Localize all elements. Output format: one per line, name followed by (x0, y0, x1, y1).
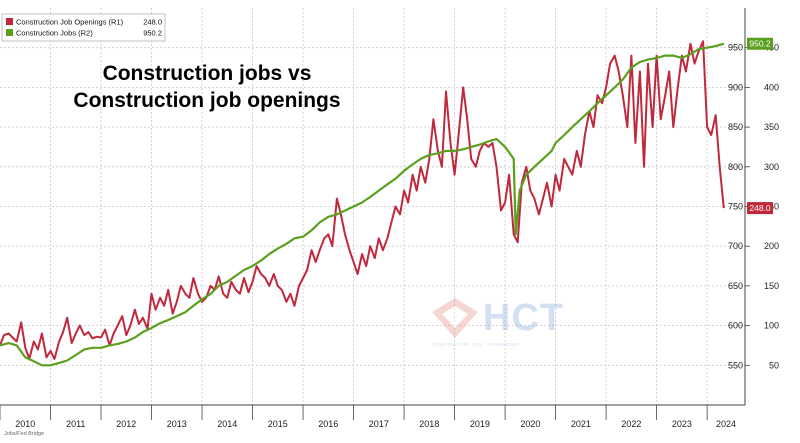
watermark-logo-inner-icon (442, 306, 468, 328)
x-tick-label: 2010 (15, 419, 35, 429)
x-tick-label: 2019 (470, 419, 490, 429)
right-tick-label-outer: 100 (764, 321, 779, 331)
x-tick-label: 2016 (318, 419, 338, 429)
chart-title-line: Construction job openings (73, 89, 340, 112)
watermark-text: HCT (483, 297, 564, 339)
watermark: HCT CONSTRUCTION · CIVIL · ENGINEERING (432, 297, 564, 347)
right-tick-label-outer: 150 (764, 281, 779, 291)
x-tick-label: 2021 (571, 419, 591, 429)
right-tick-label-outer: 300 (764, 162, 779, 172)
legend-box (1, 13, 166, 42)
series-line-jobs (0, 42, 725, 367)
end-label-box (747, 37, 773, 50)
x-tick-label: 2024 (716, 419, 736, 429)
right-tick-label-outer: 50 (769, 360, 779, 370)
x-tick-label: 2011 (66, 419, 85, 429)
end-label-text: 248.0 (749, 203, 771, 213)
chart-title: Construction jobs vs Construction job ope… (73, 62, 340, 112)
right-tick-label-outer: 200 (764, 241, 779, 251)
right-tick-label-inner: 800 (728, 162, 743, 172)
x-tick-label: 2020 (520, 419, 540, 429)
legend-swatch (6, 18, 13, 25)
chart-title-line: Construction jobs vs (103, 62, 312, 85)
right-tick-label-outer: 400 (764, 82, 779, 92)
legend-value: 950.2 (143, 29, 162, 38)
x-tick-label: 2017 (369, 419, 389, 429)
x-tick-label: 2012 (116, 419, 136, 429)
right-tick-label-inner: 650 (728, 281, 743, 291)
legend-value: 248.0 (143, 18, 162, 27)
x-tick-label: 2023 (672, 419, 692, 429)
end-labels: 248.0 950.2 (747, 37, 773, 215)
right-tick-label-inner: 700 (728, 241, 743, 251)
x-tick-label: 2022 (621, 419, 641, 429)
x-tick-label: 2013 (167, 419, 187, 429)
right-tick-label-inner: 750 (728, 202, 743, 212)
x-tick-label: 2015 (268, 419, 288, 429)
x-tick-label: 2014 (217, 419, 237, 429)
right-tick-label-inner: 850 (728, 122, 743, 132)
watermark-subtitle: CONSTRUCTION · CIVIL · ENGINEERING (432, 342, 519, 347)
right-tick-label-inner: 900 (728, 82, 743, 92)
x-axis-ticks: 2010 2011 2012 2013 2014 2015 2016 2017 2018 2019… (0, 405, 736, 429)
right-tick-label-inner: 550 (728, 360, 743, 370)
right-tick-label-inner: 600 (728, 321, 743, 331)
legend-swatch (6, 29, 13, 36)
right-tick-label-inner: 950 (728, 43, 743, 53)
right-tick-label-outer: 350 (764, 122, 779, 132)
end-label-box (747, 202, 773, 215)
legend-label: Construction Job Openings (R1) (16, 18, 124, 27)
end-label-text: 950.2 (749, 39, 771, 49)
legend: Construction Job Openings (R1) 248.0 Const… (1, 13, 166, 42)
legend-label: Construction Jobs (R2) (16, 29, 93, 38)
watermark-logo-icon (432, 298, 478, 338)
x-tick-label: 2018 (419, 419, 439, 429)
footer-source: Jobs/Fed Bridge (4, 431, 44, 437)
